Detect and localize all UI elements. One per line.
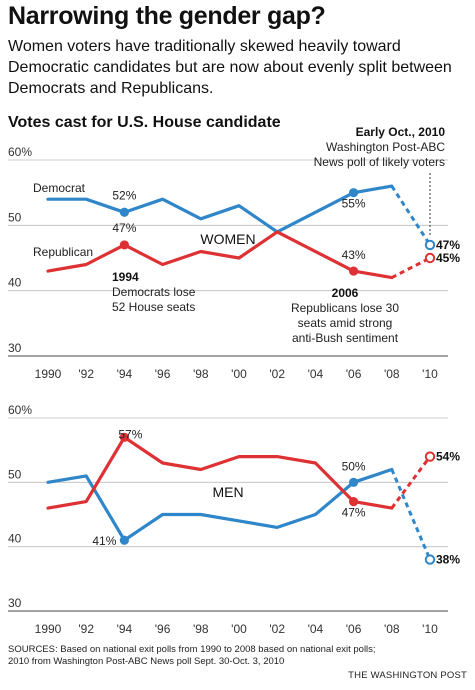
data-label: 41%	[92, 534, 116, 548]
data-point	[119, 432, 129, 442]
x-tick-label: '00	[231, 367, 247, 381]
series-label: Republican	[33, 245, 93, 259]
data-point	[349, 477, 359, 487]
x-tick-label: '06	[346, 367, 362, 381]
x-tick-label: '00	[231, 622, 247, 636]
data-point-open	[424, 252, 436, 264]
data-label: 47%	[342, 506, 366, 520]
y-tick-label: 30	[8, 341, 22, 355]
data-label: 54%	[436, 450, 460, 464]
data-label: 50%	[342, 459, 366, 473]
x-tick-label: '92	[78, 367, 94, 381]
data-point	[349, 188, 359, 198]
series-projection-line	[390, 468, 432, 561]
panel-label: MEN	[212, 484, 243, 500]
x-tick-label: '10	[422, 622, 438, 636]
data-label: 43%	[342, 248, 366, 262]
data-label: 38%	[436, 553, 460, 567]
x-tick-label: '96	[155, 367, 171, 381]
series-line	[46, 435, 394, 510]
data-label: 57%	[118, 427, 142, 441]
data-label: 47%	[112, 221, 136, 235]
data-label: 52%	[112, 188, 136, 202]
x-tick-label: '96	[155, 622, 171, 636]
data-point	[119, 207, 129, 217]
sources-note: SOURCES: Based on national exit polls fr…	[8, 644, 376, 667]
data-label: 47%	[436, 238, 460, 252]
chart-title: Narrowing the gender gap?	[8, 2, 326, 30]
poll-note-line1: Early Oct., 2010	[356, 125, 446, 139]
chart-subtitle: Women voters have traditionally skewed h…	[8, 38, 452, 97]
x-tick-label: '08	[384, 367, 400, 381]
series-line	[46, 184, 394, 234]
annotation-1994-line1: Democrats lose	[112, 285, 196, 299]
annotation-1994-line2: 52 House seats	[112, 300, 195, 314]
data-point-open	[424, 451, 436, 462]
women-panel: 60% 50 40 30 1990 '92 '94 '96 '98 '00 '02 '04 '06 '08…	[8, 145, 460, 381]
data-label: 55%	[342, 197, 366, 211]
annotation-2006-line2: seats amid strong	[298, 316, 393, 330]
panel-label: WOMEN	[200, 231, 255, 247]
y-tick-label: 40	[8, 276, 22, 290]
x-tick-label: '04	[308, 622, 324, 636]
poll-note-line2: Washington Post-ABC	[326, 140, 445, 154]
series-projection-line	[391, 256, 431, 279]
x-tick-label: '94	[117, 622, 133, 636]
x-tick-label: '98	[193, 367, 209, 381]
x-tick-label: '98	[193, 622, 209, 636]
x-tick-label: '02	[269, 622, 285, 636]
series-projection-line	[390, 455, 432, 509]
data-point-open	[424, 554, 436, 565]
y-tick-label: 60%	[8, 145, 32, 159]
y-tick-label: 30	[8, 596, 22, 610]
y-tick-label: 40	[8, 532, 22, 546]
data-point	[349, 497, 359, 507]
men-panel: 60% 50 40 30 1990 '92 '94 '96 '98 '00 '02 '04 '06 '08…	[8, 403, 460, 636]
x-tick-label: '92	[78, 622, 94, 636]
data-point	[119, 240, 129, 250]
x-tick-label: 1990	[35, 367, 62, 381]
publisher-credit: THE WASHINGTON POST	[348, 670, 467, 681]
annotation-2006-line1: Republicans lose 30	[291, 301, 399, 315]
data-point	[349, 266, 359, 276]
data-label: 45%	[436, 251, 460, 265]
poll-note-line3: News poll of likely voters	[314, 155, 445, 169]
series-line	[46, 467, 394, 542]
x-tick-label: '10	[422, 367, 438, 381]
series-projection-line	[390, 185, 432, 246]
annotation-1994-title: 1994	[112, 270, 139, 284]
series-label: Democrat	[33, 181, 86, 195]
chart-annotations: Early Oct., 2010 Washington Post-ABC New…	[112, 125, 445, 345]
data-point-open	[424, 239, 436, 251]
x-tick-label: '94	[117, 367, 133, 381]
data-point	[119, 535, 129, 545]
y-tick-label: 50	[8, 467, 22, 481]
y-tick-label: 60%	[8, 403, 32, 417]
section-title: Votes cast for U.S. House candidate	[8, 114, 281, 131]
x-tick-label: 1990	[35, 622, 62, 636]
x-tick-label: '04	[308, 367, 324, 381]
series-line	[46, 230, 394, 280]
y-tick-label: 50	[8, 210, 22, 224]
x-tick-label: '02	[269, 367, 285, 381]
annotation-2006-line3: anti-Bush sentiment	[292, 331, 399, 345]
annotation-2006-title: 2006	[332, 286, 359, 300]
x-tick-label: '08	[384, 622, 400, 636]
x-tick-label: '06	[346, 622, 362, 636]
